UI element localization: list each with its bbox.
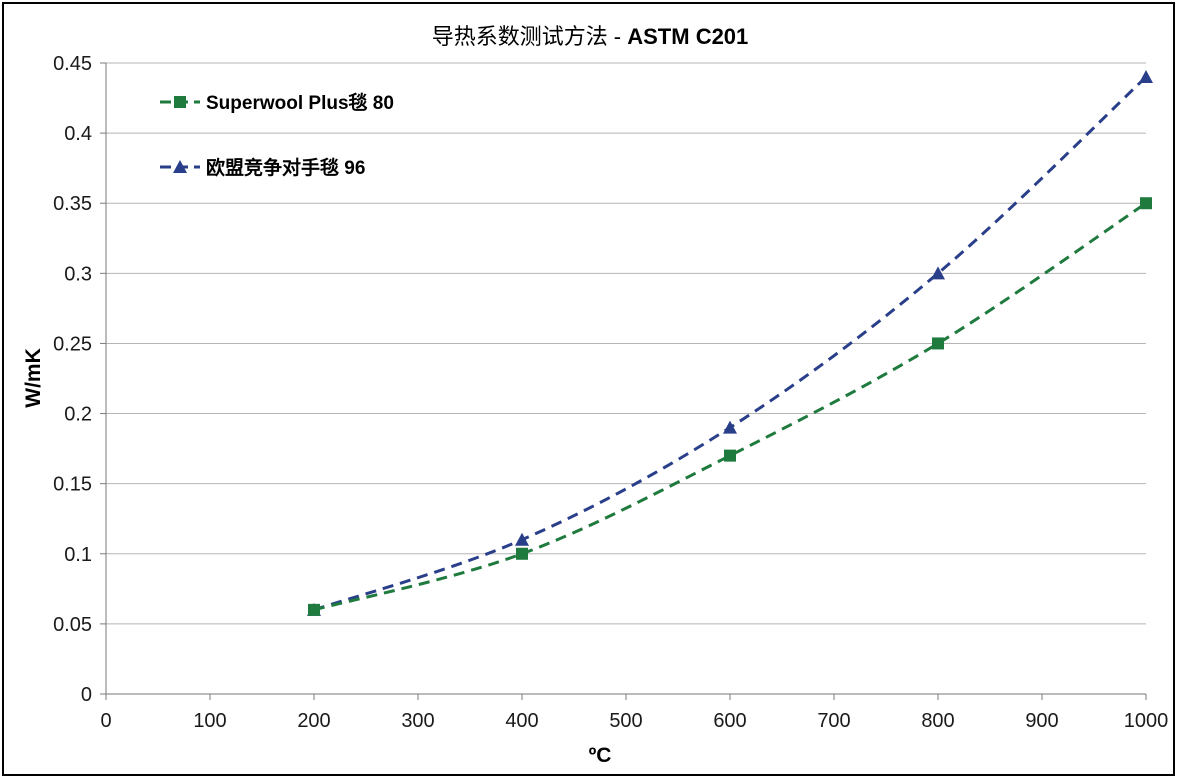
data-point [515,532,529,546]
x-tick-label: 900 [1025,710,1058,732]
legend: Superwool Plus毯 80 欧盟竞争对手毯 96 [160,91,394,179]
x-tick-labels: 0 100 200 300 400 500 600 700 800 900 1000 [100,710,1168,732]
data-point [308,603,320,616]
x-tick-label: 400 [505,710,538,732]
data-point [931,266,945,280]
legend-item-1: Superwool Plus毯 80 [160,91,394,114]
series-line [313,201,1147,612]
y-tick-label: 0.3 [64,263,92,285]
data-point [1139,70,1153,84]
data-point [1140,197,1152,210]
y-tick-label: 0.45 [53,53,92,75]
data-point [516,547,528,560]
y-tick-label: 0.1 [64,544,92,566]
y-axis-title: W/mK [22,348,45,408]
x-axis-title: ºC [589,744,612,767]
y-tick-label: 0.35 [53,193,92,215]
legend-marker [173,160,187,173]
chart-title: 导热系数测试方法 - ASTM C201 [432,24,749,49]
y-tick-label: 0.05 [53,614,92,636]
x-tick-label: 500 [609,710,642,732]
x-tick-label: 100 [193,710,226,732]
y-tick-label: 0.15 [53,474,92,496]
legend-label: 欧盟竞争对手毯 96 [206,156,365,179]
x-tick-label: 300 [401,710,434,732]
x-tick-label: 800 [921,710,954,732]
data-point [723,420,737,434]
legend-label: Superwool Plus毯 80 [206,91,394,114]
y-tick-label: 0.4 [64,123,92,145]
series-1 [308,197,1152,616]
gridlines [106,62,1146,625]
chart-title-main: 导热系数测试方法 - [432,24,628,49]
data-point [932,337,944,350]
x-tick-label: 600 [713,710,746,732]
y-tick-label: 0.25 [53,333,92,355]
x-tick-label: 700 [817,710,850,732]
chart-title-bold: ASTM C201 [627,24,748,49]
x-tick-label: 0 [100,710,111,732]
x-tick-label: 200 [297,710,330,732]
legend-item-2: 欧盟竞争对手毯 96 [160,156,365,179]
axes [100,62,1147,700]
y-tick-label: 0.2 [64,404,92,426]
data-point [724,449,736,462]
y-tick-labels: 0 0.05 0.1 0.15 0.2 0.25 0.3 0.35 0.4 0.45 [53,53,92,706]
legend-marker [174,96,186,108]
series [307,70,1153,616]
y-tick-label: 0 [81,684,92,706]
x-tick-label: 1000 [1124,710,1169,732]
